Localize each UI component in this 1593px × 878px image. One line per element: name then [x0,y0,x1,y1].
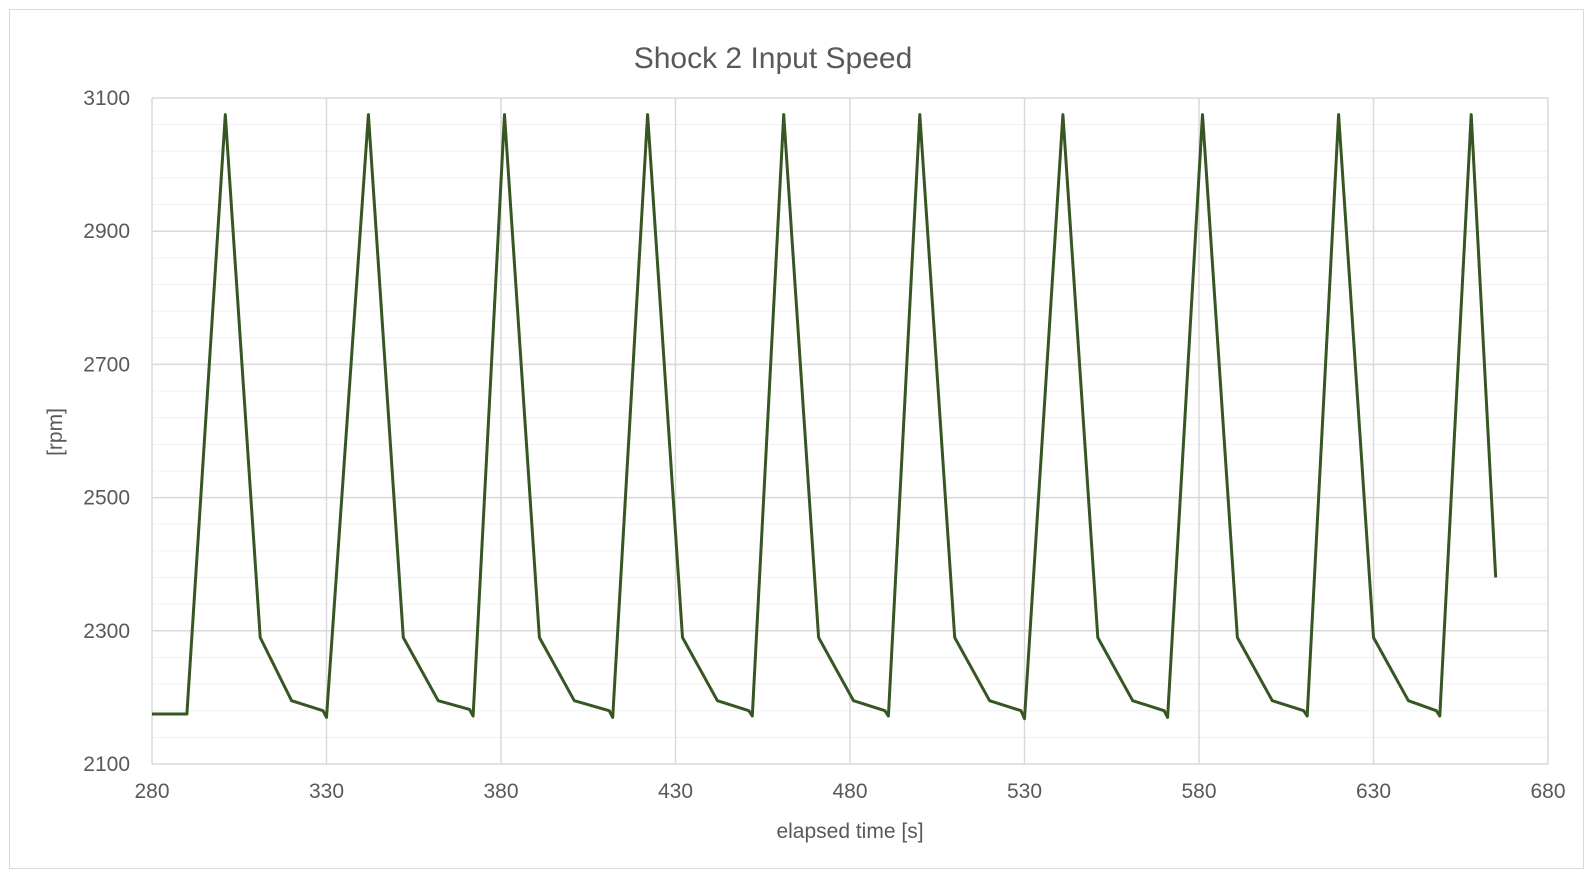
x-tick-label: 480 [832,780,867,803]
x-tick-label: 530 [1007,780,1042,803]
y-axis-title: [rpm] [44,408,67,456]
x-axis-title: elapsed time [s] [776,820,923,843]
y-tick-label: 2100 [83,753,130,776]
y-tick-label: 3100 [83,87,130,110]
series-line-0 [152,113,1498,721]
series-layer [152,113,1498,721]
y-tick-label: 2500 [83,487,130,510]
y-tick-label: 2700 [83,353,130,376]
x-tick-label: 280 [134,780,169,803]
chart-title: Shock 2 Input Speed [634,42,913,75]
y-tick-label: 2300 [83,620,130,643]
y-tick-label: 2900 [83,220,130,243]
axes: 2100 2300 2500 2700 2900 3100 280 330 380 430 480 5… [83,87,1565,803]
x-tick-label: 430 [658,780,693,803]
x-tick-label: 630 [1356,780,1391,803]
x-tick-label: 330 [309,780,344,803]
x-tick-label: 680 [1530,780,1565,803]
x-tick-label: 580 [1181,780,1216,803]
x-tick-label: 380 [483,780,518,803]
